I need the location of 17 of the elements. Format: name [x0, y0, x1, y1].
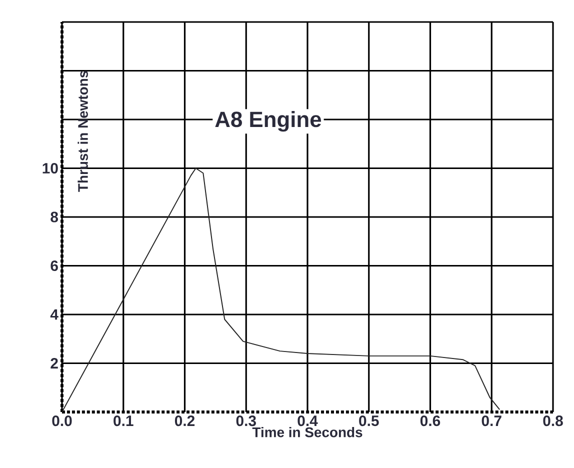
- y-tick-label: 10: [42, 162, 58, 174]
- x-tick-label: 0.6: [420, 416, 440, 426]
- y-tick-label: 4: [50, 309, 58, 320]
- x-tick-label: 0.2: [174, 416, 195, 426]
- x-tick-label: 0.3: [236, 416, 256, 426]
- y-axis-title: Thrust in Newtons: [78, 70, 88, 192]
- x-tick-label: 0.1: [114, 416, 134, 426]
- x-axis-title: Time in Seconds: [252, 426, 362, 438]
- x-tick-label: 0.0: [52, 416, 72, 426]
- y-tick-label: 8: [50, 212, 58, 222]
- y-tick-label: 2: [50, 358, 58, 368]
- x-tick-label: 0.4: [298, 416, 318, 426]
- x-tick-label: 0.8: [543, 416, 563, 426]
- x-tick-label: 0.5: [359, 416, 379, 426]
- x-tick-label: 0.7: [482, 416, 502, 426]
- y-tick-label: 6: [50, 260, 58, 272]
- text: A8 Engine: [215, 111, 322, 132]
